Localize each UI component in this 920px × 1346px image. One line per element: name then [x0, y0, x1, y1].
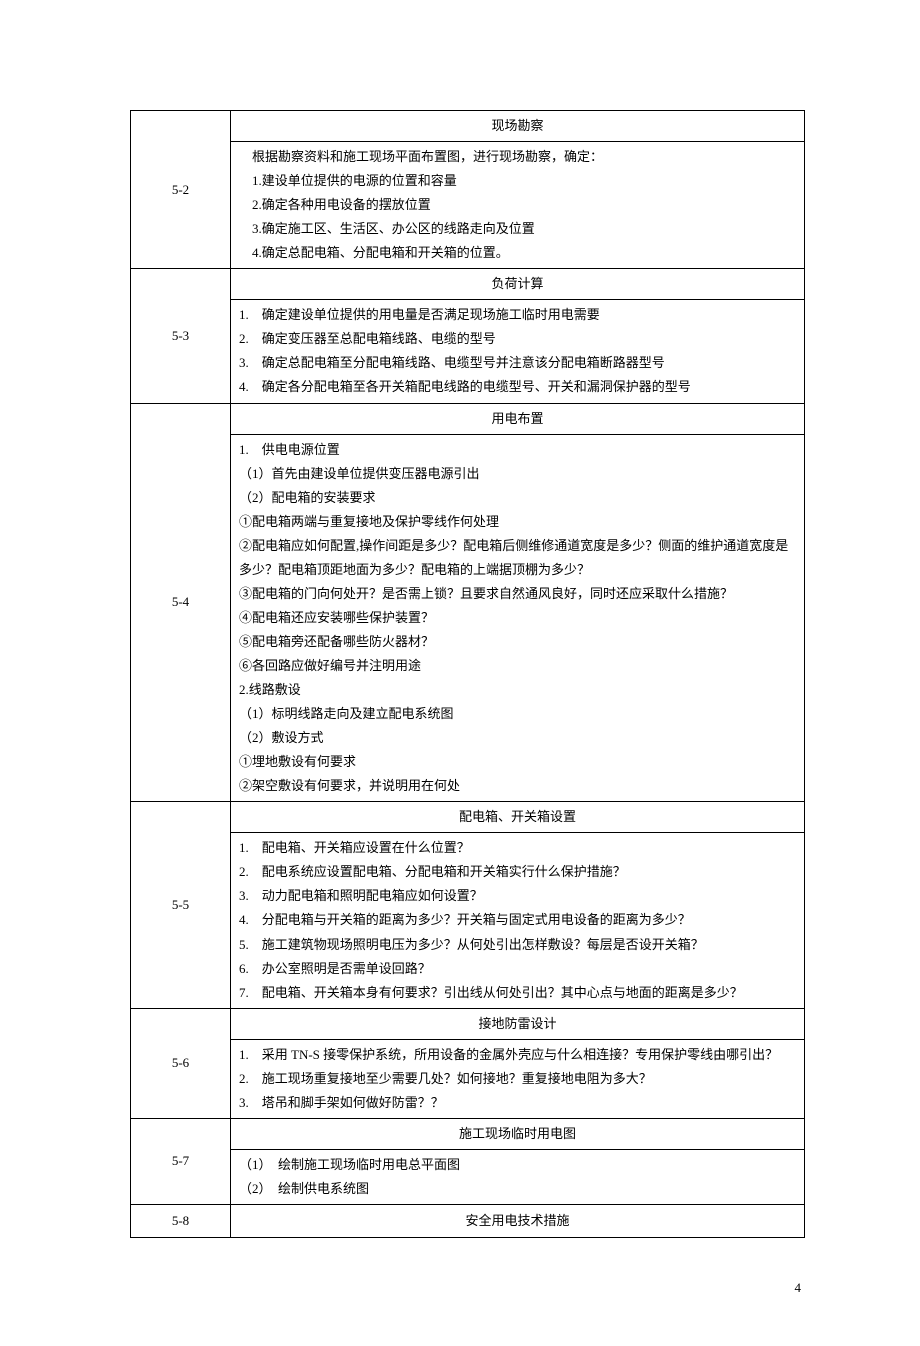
content-line: 4. 分配电箱与开关箱的距离为多少？开关箱与固定式用电设备的距离为多少？	[239, 908, 796, 932]
table-body: 5-2现场勘察根据勘察资料和施工现场平面布置图，进行现场勘察，确定：1.建设单位…	[131, 111, 805, 1238]
section-header: 配电箱、开关箱设置	[239, 805, 796, 829]
section-header-cell: 配电箱、开关箱设置	[231, 802, 805, 833]
section-id-cell: 5-6	[131, 1008, 231, 1118]
content-line: ③配电箱的门向何处开？是否需上锁？且要求自然通风良好，同时还应采取什么措施？	[239, 582, 796, 606]
content-line: ②配电箱应如何配置,操作间距是多少？配电箱后侧维修通道宽度是多少？侧面的维护通道…	[239, 534, 796, 582]
table-row: 5-8 安全用电技术措施	[131, 1204, 805, 1237]
section-id-cell: 5-5	[131, 802, 231, 1008]
section-header-cell: 施工现场临时用电图	[231, 1118, 805, 1149]
section-body-cell: 1. 确定建设单位提供的用电量是否满足现场施工临时用电需要2. 确定变压器至总配…	[231, 300, 805, 403]
table-row: 5-6接地防雷设计	[131, 1008, 805, 1039]
table-row: 1. 供电电源位置（1）首先由建设单位提供变压器电源引出（2）配电箱的安装要求①…	[131, 434, 805, 802]
content-line: 1. 采用 TN-S 接零保护系统，所用设备的金属外壳应与什么相连接？专用保护零…	[239, 1043, 796, 1067]
content-line: ⑤配电箱旁还配备哪些防火器材？	[239, 630, 796, 654]
section-header-cell: 现场勘察	[231, 111, 805, 142]
section-header-cell: 接地防雷设计	[231, 1008, 805, 1039]
content-line: 2. 确定变压器至总配电箱线路、电缆的型号	[239, 327, 796, 351]
table-row: 5-2现场勘察	[131, 111, 805, 142]
content-line: ①埋地敷设有何要求	[239, 750, 796, 774]
section-body-cell: 1. 配电箱、开关箱应设置在什么位置？2. 配电系统应设置配电箱、分配电箱和开关…	[231, 833, 805, 1008]
content-line: 4.确定总配电箱、分配电箱和开关箱的位置。	[239, 241, 796, 265]
table-row: 5-7施工现场临时用电图	[131, 1118, 805, 1149]
table-row: 5-3负荷计算	[131, 269, 805, 300]
content-line: 3.确定施工区、生活区、办公区的线路走向及位置	[239, 217, 796, 241]
section-header: 现场勘察	[239, 114, 796, 138]
section-header: 安全用电技术措施	[239, 1209, 796, 1233]
section-id-cell: 5-3	[131, 269, 231, 403]
section-header-cell: 安全用电技术措施	[231, 1204, 805, 1237]
content-line: ④配电箱还应安装哪些保护装置？	[239, 606, 796, 630]
content-line: 2. 配电系统应设置配电箱、分配电箱和开关箱实行什么保护措施？	[239, 860, 796, 884]
content-table: 5-2现场勘察根据勘察资料和施工现场平面布置图，进行现场勘察，确定：1.建设单位…	[130, 110, 805, 1238]
table-row: 根据勘察资料和施工现场平面布置图，进行现场勘察，确定：1.建设单位提供的电源的位…	[131, 142, 805, 269]
table-row: （1） 绘制施工现场临时用电总平面图（2） 绘制供电系统图	[131, 1149, 805, 1204]
section-id-cell: 5-7	[131, 1118, 231, 1204]
content-line: 3. 塔吊和脚手架如何做好防雷？？	[239, 1091, 796, 1115]
content-line: 1. 确定建设单位提供的用电量是否满足现场施工临时用电需要	[239, 303, 796, 327]
content-line: ①配电箱两端与重复接地及保护零线作何处理	[239, 510, 796, 534]
content-line: 5. 施工建筑物现场照明电压为多少？从何处引出怎样敷设？每层是否设开关箱？	[239, 933, 796, 957]
content-line: 2.线路敷设	[239, 678, 796, 702]
content-line: 1.建设单位提供的电源的位置和容量	[239, 169, 796, 193]
content-line: 3. 动力配电箱和照明配电箱应如何设置？	[239, 884, 796, 908]
section-id-cell: 5-8	[131, 1204, 231, 1237]
section-header: 接地防雷设计	[239, 1012, 796, 1036]
content-line: （1）首先由建设单位提供变压器电源引出	[239, 462, 796, 486]
content-line: 1. 供电电源位置	[239, 438, 796, 462]
section-body-cell: 1. 采用 TN-S 接零保护系统，所用设备的金属外壳应与什么相连接？专用保护零…	[231, 1039, 805, 1118]
page-number: 4	[130, 1280, 805, 1296]
content-line: （2）配电箱的安装要求	[239, 486, 796, 510]
content-line: 2.确定各种用电设备的摆放位置	[239, 193, 796, 217]
content-line: 根据勘察资料和施工现场平面布置图，进行现场勘察，确定：	[239, 145, 796, 169]
content-line: 4. 确定各分配电箱至各开关箱配电线路的电缆型号、开关和漏洞保护器的型号	[239, 375, 796, 399]
table-row: 1. 确定建设单位提供的用电量是否满足现场施工临时用电需要2. 确定变压器至总配…	[131, 300, 805, 403]
section-body-cell: 1. 供电电源位置（1）首先由建设单位提供变压器电源引出（2）配电箱的安装要求①…	[231, 434, 805, 802]
section-body-cell: （1） 绘制施工现场临时用电总平面图（2） 绘制供电系统图	[231, 1149, 805, 1204]
section-body-cell: 根据勘察资料和施工现场平面布置图，进行现场勘察，确定：1.建设单位提供的电源的位…	[231, 142, 805, 269]
content-line: 1. 配电箱、开关箱应设置在什么位置？	[239, 836, 796, 860]
content-line: （2） 绘制供电系统图	[239, 1177, 796, 1201]
content-line: ⑥各回路应做好编号并注明用途	[239, 654, 796, 678]
section-id-cell: 5-4	[131, 403, 231, 802]
content-line: （1） 绘制施工现场临时用电总平面图	[239, 1153, 796, 1177]
table-row: 5-4用电布置	[131, 403, 805, 434]
content-line: 7. 配电箱、开关箱本身有何要求？引出线从何处引出？其中心点与地面的距离是多少？	[239, 981, 796, 1005]
section-header: 负荷计算	[239, 272, 796, 296]
content-line: 6. 办公室照明是否需单设回路？	[239, 957, 796, 981]
content-line: 3. 确定总配电箱至分配电箱线路、电缆型号并注意该分配电箱断路器型号	[239, 351, 796, 375]
table-row: 5-5配电箱、开关箱设置	[131, 802, 805, 833]
content-line: （2）敷设方式	[239, 726, 796, 750]
section-header: 用电布置	[239, 407, 796, 431]
content-line: （1）标明线路走向及建立配电系统图	[239, 702, 796, 726]
section-header-cell: 负荷计算	[231, 269, 805, 300]
section-header-cell: 用电布置	[231, 403, 805, 434]
content-line: ②架空敷设有何要求，并说明用在何处	[239, 774, 796, 798]
table-row: 1. 采用 TN-S 接零保护系统，所用设备的金属外壳应与什么相连接？专用保护零…	[131, 1039, 805, 1118]
section-id-cell: 5-2	[131, 111, 231, 269]
table-row: 1. 配电箱、开关箱应设置在什么位置？2. 配电系统应设置配电箱、分配电箱和开关…	[131, 833, 805, 1008]
section-header: 施工现场临时用电图	[239, 1122, 796, 1146]
content-line: 2. 施工现场重复接地至少需要几处？如何接地？重复接地电阻为多大？	[239, 1067, 796, 1091]
